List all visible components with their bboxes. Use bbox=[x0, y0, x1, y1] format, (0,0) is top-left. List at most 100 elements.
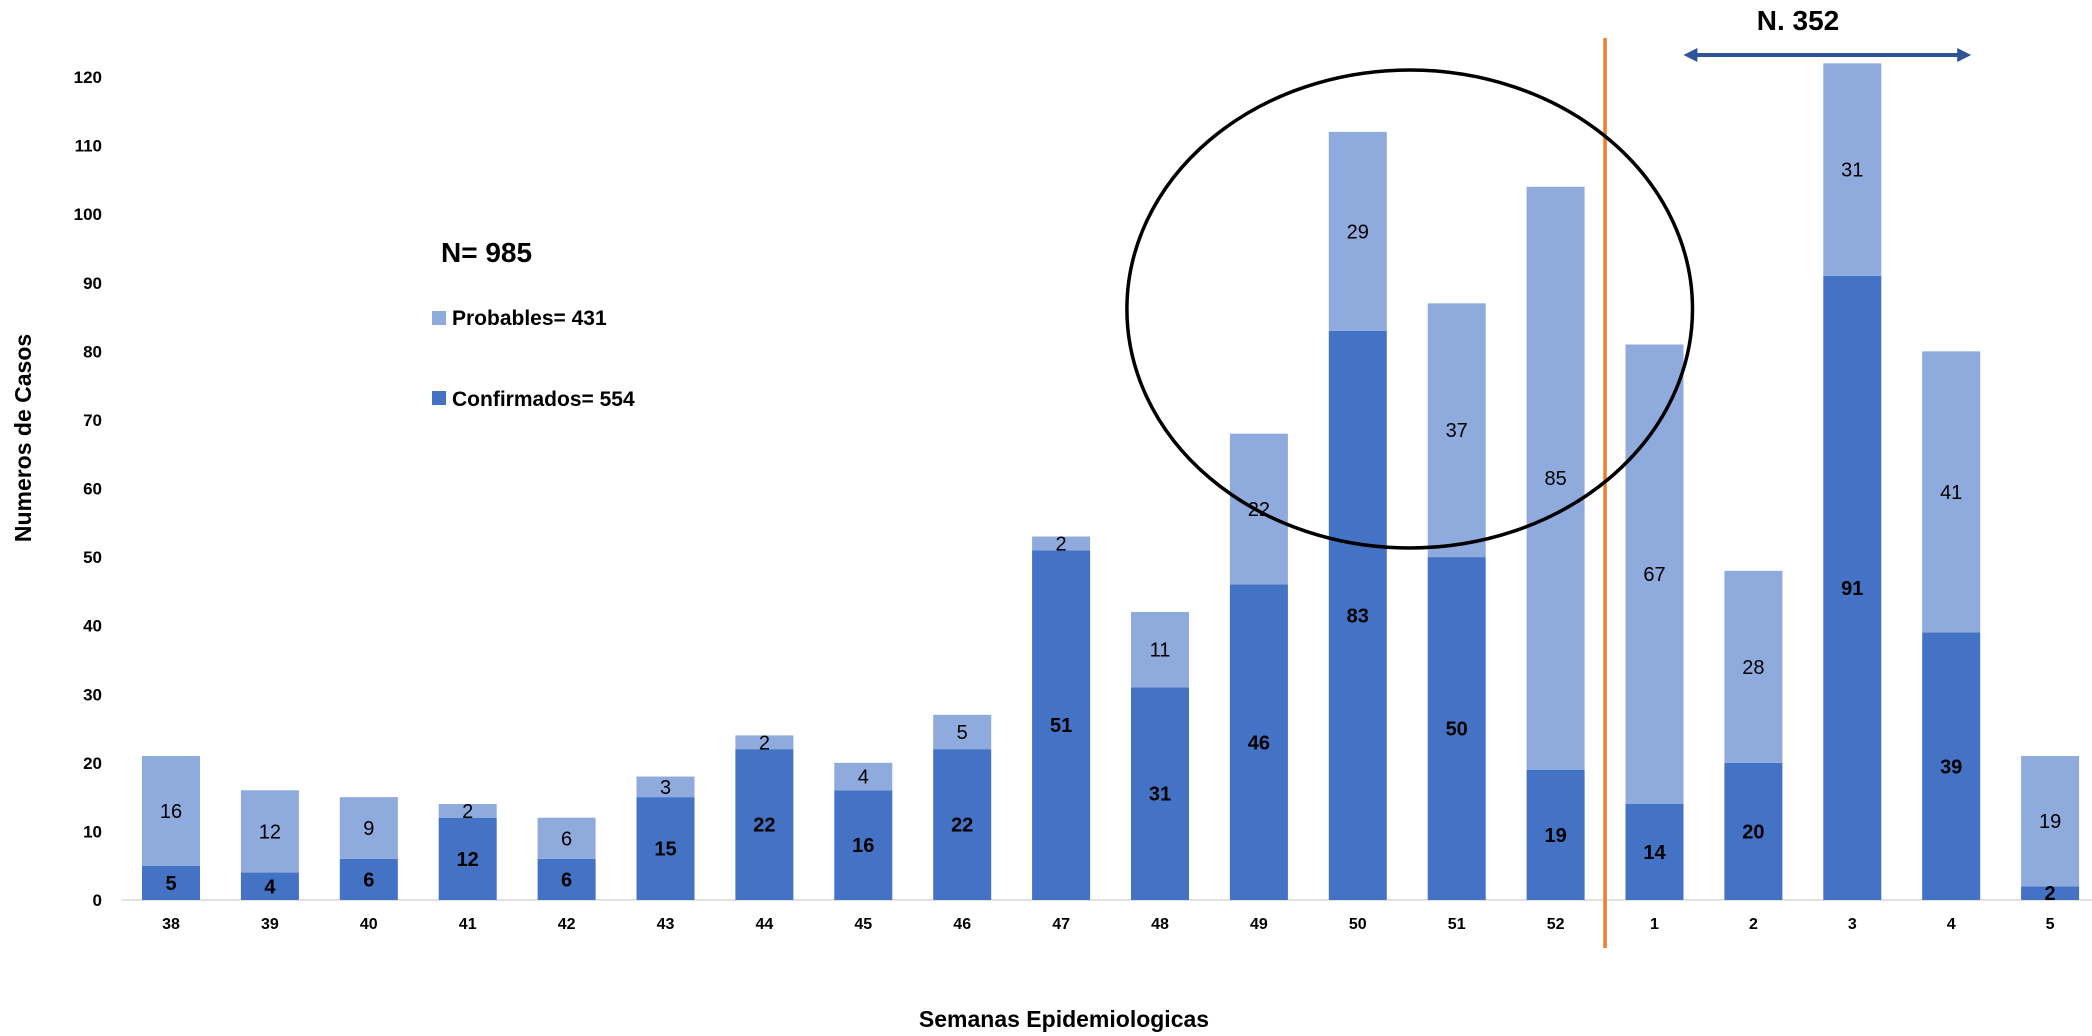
bar-confirmados bbox=[1526, 769, 1585, 900]
data-label-probables: 11 bbox=[1150, 640, 1171, 662]
bar-probables bbox=[339, 797, 398, 859]
x-tick-label: 46 bbox=[953, 916, 971, 933]
y-tick-label: 80 bbox=[83, 342, 102, 361]
bar-confirmados bbox=[142, 865, 200, 900]
y-tick-label: 20 bbox=[83, 754, 102, 773]
bar-confirmados bbox=[339, 858, 398, 900]
data-label-confirmados: 15 bbox=[654, 839, 676, 861]
bar-probables bbox=[1328, 131, 1387, 331]
y-axis-title: Numeros de Casos bbox=[10, 334, 36, 542]
bar-probables bbox=[1032, 536, 1091, 551]
bar-confirmados bbox=[1823, 275, 1882, 900]
y-axis-ticks: 0 10 20 30 40 50 60 70 80 90 100 110 120 bbox=[74, 68, 102, 910]
bar-confirmados bbox=[1032, 550, 1091, 900]
data-label-confirmados: 19 bbox=[1544, 825, 1566, 847]
legend: N= 985 Probables= 431 Confirmados= 554 bbox=[432, 237, 635, 411]
bar-probables bbox=[636, 776, 695, 798]
legend-total-label: N= 985 bbox=[441, 237, 532, 268]
right-group-total-label: N. 352 bbox=[1757, 5, 1840, 36]
x-tick-label: 40 bbox=[360, 916, 378, 933]
bar-probables bbox=[2021, 755, 2080, 887]
highlight-ellipse bbox=[1125, 68, 1695, 550]
y-tick-label: 100 bbox=[74, 205, 102, 224]
x-tick-label: 47 bbox=[1052, 916, 1070, 933]
legend-swatch-probables bbox=[432, 311, 446, 325]
data-label-confirmados: 5 bbox=[165, 873, 176, 895]
data-label-confirmados: 20 bbox=[1742, 821, 1764, 843]
bar-confirmados bbox=[636, 797, 695, 900]
data-label-confirmados: 6 bbox=[363, 869, 374, 891]
bar-probables bbox=[240, 790, 299, 873]
y-tick-label: 10 bbox=[83, 822, 102, 841]
data-label-probables: 16 bbox=[160, 801, 182, 823]
x-tick-label: 4 bbox=[1947, 916, 1956, 933]
data-label-probables: 6 bbox=[561, 828, 572, 850]
data-label-confirmados: 22 bbox=[951, 815, 973, 837]
data-label-probables: 37 bbox=[1446, 420, 1468, 442]
data-label-confirmados: 14 bbox=[1643, 842, 1666, 864]
data-label-confirmados: 91 bbox=[1841, 578, 1863, 600]
bar-probables bbox=[438, 803, 497, 818]
x-tick-label: 39 bbox=[261, 916, 279, 933]
bar-confirmados bbox=[1625, 803, 1684, 900]
data-label-confirmados: 31 bbox=[1149, 784, 1171, 806]
bar-confirmados bbox=[240, 872, 299, 900]
data-label-confirmados: 39 bbox=[1940, 756, 1962, 778]
bar-confirmados bbox=[1328, 330, 1387, 900]
bar-probables bbox=[142, 755, 200, 866]
data-label-probables: 28 bbox=[1742, 657, 1764, 679]
legend-label-probables: Probables= 431 bbox=[452, 307, 607, 330]
data-label-probables: 2 bbox=[1056, 533, 1067, 555]
bar-probables bbox=[1625, 344, 1684, 804]
legend-label-confirmados: Confirmados= 554 bbox=[452, 388, 635, 411]
data-label-probables: 41 bbox=[1940, 482, 1962, 504]
y-tick-label: 0 bbox=[93, 891, 102, 910]
y-tick-label: 30 bbox=[83, 685, 102, 704]
data-label-confirmados: 2 bbox=[2045, 883, 2056, 905]
x-axis-ticks: 38 39 40 41 42 43 44 45 46 47 48 49 50 51 52 1 2 3 4 5 bbox=[162, 916, 2055, 933]
bar-confirmados bbox=[1229, 584, 1288, 900]
x-tick-label: 38 bbox=[162, 916, 180, 933]
annotations bbox=[1125, 38, 1972, 948]
data-label-confirmados: 50 bbox=[1446, 719, 1468, 741]
data-label-confirmados: 83 bbox=[1347, 605, 1369, 627]
bar-probables bbox=[1131, 611, 1189, 688]
x-tick-label: 49 bbox=[1250, 916, 1268, 933]
y-tick-label: 110 bbox=[75, 137, 102, 156]
bar-confirmados bbox=[834, 790, 893, 900]
bar-probables bbox=[1823, 63, 1882, 276]
data-label-probables: 31 bbox=[1841, 160, 1863, 182]
bar-probables bbox=[1922, 351, 1981, 633]
range-arrow-head-left bbox=[1683, 48, 1698, 62]
y-tick-label: 40 bbox=[83, 617, 102, 636]
x-tick-label: 50 bbox=[1349, 916, 1367, 933]
x-axis-title: Semanas Epidemiologicas bbox=[919, 1006, 1209, 1032]
x-tick-label: 51 bbox=[1448, 916, 1466, 933]
data-label-probables: 12 bbox=[259, 821, 281, 843]
data-label-probables: 2 bbox=[759, 732, 770, 754]
data-label-confirmados: 22 bbox=[753, 815, 775, 837]
data-label-confirmados: 12 bbox=[457, 849, 479, 871]
bar-confirmados bbox=[1427, 557, 1486, 900]
bar-confirmados bbox=[1922, 632, 1981, 900]
x-tick-label: 2 bbox=[1749, 916, 1758, 933]
y-tick-label: 120 bbox=[74, 68, 102, 87]
data-label-probables: 5 bbox=[957, 722, 968, 744]
bar-probables bbox=[933, 714, 992, 750]
data-label-probables: 67 bbox=[1643, 564, 1665, 586]
data-label-probables: 4 bbox=[858, 767, 869, 789]
bar-confirmados bbox=[1724, 762, 1783, 900]
data-label-probables: 3 bbox=[660, 777, 671, 799]
x-tick-label: 42 bbox=[558, 916, 576, 933]
bar-probables bbox=[1427, 303, 1486, 558]
bar-confirmados bbox=[735, 749, 794, 900]
bar-probables bbox=[735, 735, 794, 750]
data-label-probables: 19 bbox=[2039, 811, 2061, 833]
x-tick-label: 45 bbox=[854, 916, 872, 933]
bar-confirmados bbox=[2021, 886, 2080, 900]
x-tick-label: 5 bbox=[2046, 916, 2055, 933]
x-tick-label: 44 bbox=[756, 916, 774, 933]
data-label-probables: 9 bbox=[363, 818, 374, 840]
